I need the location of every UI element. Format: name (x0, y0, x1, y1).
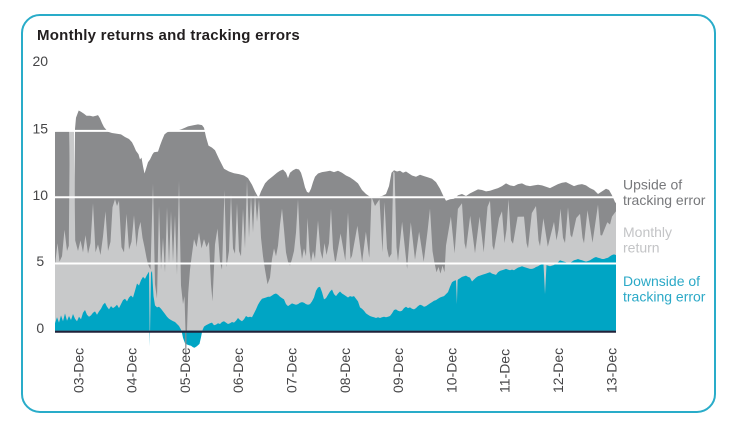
svg-text:return: return (623, 240, 660, 256)
svg-text:tracking error: tracking error (623, 289, 706, 305)
svg-text:10: 10 (33, 187, 49, 203)
svg-text:10-Dec: 10-Dec (444, 348, 460, 393)
svg-text:09-Dec: 09-Dec (390, 348, 406, 393)
svg-text:03-Dec: 03-Dec (70, 348, 86, 393)
svg-text:12-Dec: 12-Dec (550, 348, 566, 393)
svg-text:07-Dec: 07-Dec (284, 348, 300, 393)
svg-text:11-Dec: 11-Dec (497, 349, 513, 393)
svg-text:Monthly returns and tracking e: Monthly returns and tracking errors (37, 27, 300, 44)
svg-text:Upside of: Upside of (623, 177, 682, 193)
svg-text:20: 20 (33, 53, 49, 69)
svg-text:15: 15 (33, 120, 49, 136)
svg-text:0: 0 (36, 320, 44, 336)
svg-text:06-Dec: 06-Dec (230, 348, 246, 393)
svg-text:Downside of: Downside of (623, 273, 700, 289)
svg-text:04-Dec: 04-Dec (124, 348, 140, 393)
svg-text:05-Dec: 05-Dec (177, 348, 193, 393)
svg-text:13-Dec: 13-Dec (603, 348, 619, 393)
svg-text:08-Dec: 08-Dec (337, 348, 353, 393)
svg-text:5: 5 (36, 253, 44, 269)
svg-text:Monthly: Monthly (623, 224, 672, 240)
svg-text:tracking error: tracking error (623, 192, 706, 208)
